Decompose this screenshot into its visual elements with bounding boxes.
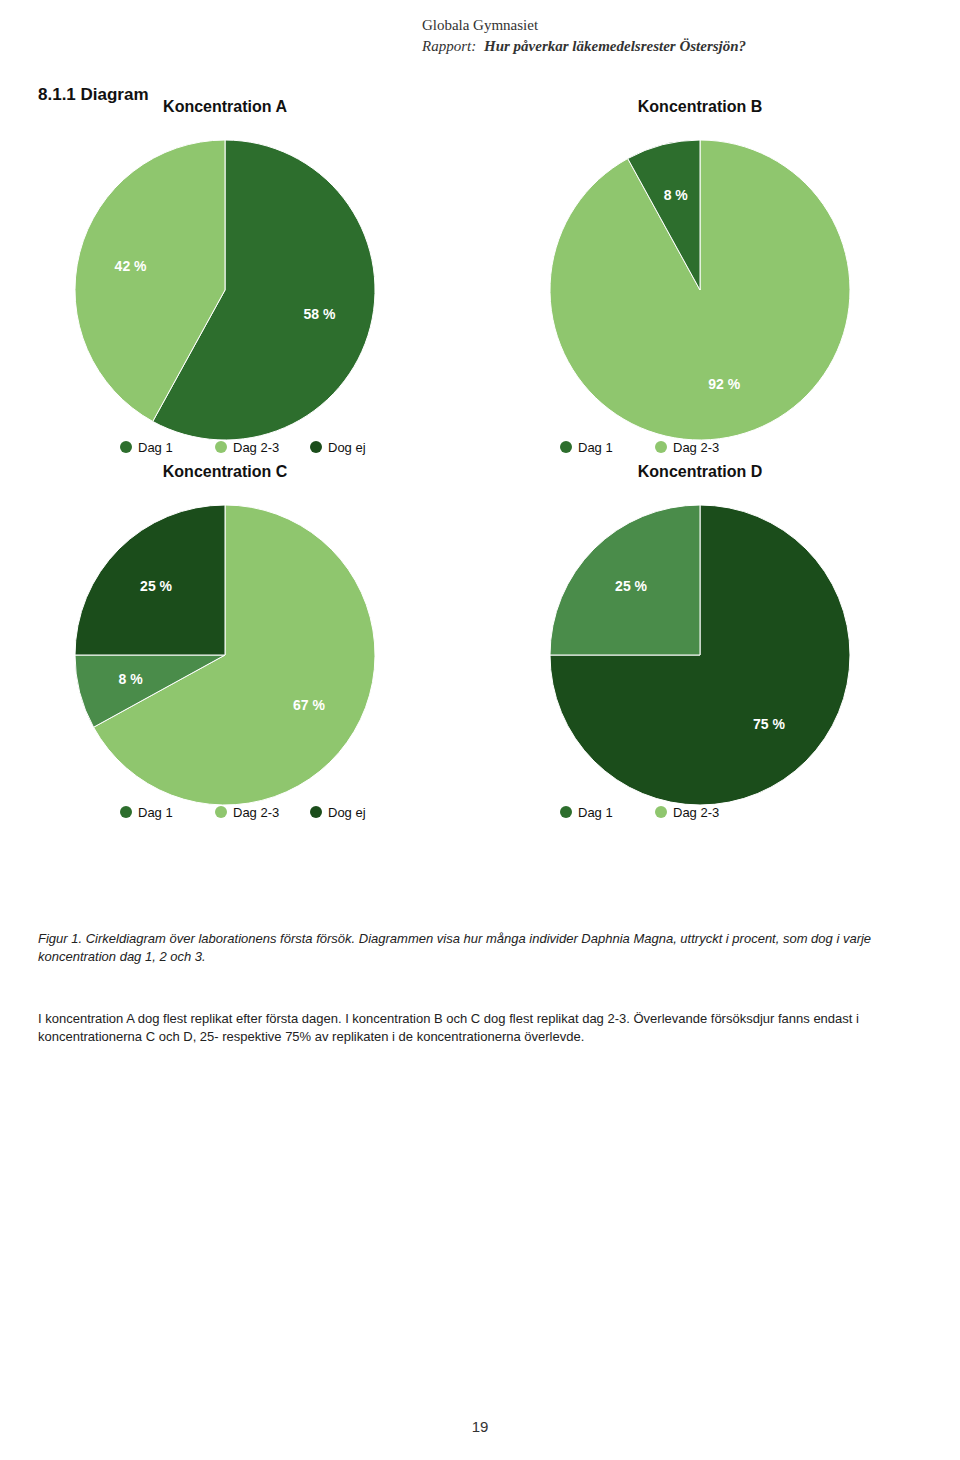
legend-label: Dag 2-3 — [233, 805, 279, 820]
legend-label: Dag 2-3 — [673, 805, 719, 820]
legend-swatch — [655, 806, 667, 818]
chart-title: Koncentration B — [638, 98, 762, 115]
legend-swatch — [655, 441, 667, 453]
slices — [550, 505, 850, 805]
legend-item: Dog ej — [310, 440, 366, 455]
figure-caption: Figur 1. Cirkeldiagram över laborationen… — [38, 930, 922, 966]
legend-item: Dag 2-3 — [215, 440, 279, 455]
section-title: 8.1.1 Diagram — [38, 85, 149, 104]
data-label: 58 % — [303, 306, 335, 322]
legend-swatch — [120, 806, 132, 818]
legend-swatch — [215, 441, 227, 453]
legend-label: Dag 1 — [138, 805, 173, 820]
pie-slice — [75, 140, 225, 421]
pie-slice — [75, 655, 225, 727]
pie-slice — [550, 140, 850, 440]
legend-label: Dag 2-3 — [673, 440, 719, 455]
pie-slice — [628, 140, 700, 290]
data-labels: 67 % 8 % 25 % — [119, 578, 326, 713]
pie-slice — [550, 505, 850, 805]
legend: Dag 1 Dag 2-3 — [560, 805, 719, 820]
legend-swatch — [120, 441, 132, 453]
pie-slice — [550, 505, 700, 655]
data-labels: 75 % 25 % — [615, 578, 785, 732]
data-labels: 92 % 8 % — [664, 187, 741, 392]
legend-swatch — [560, 806, 572, 818]
page: Globala Gymnasiet Rapport: Hur påverkar l… — [0, 0, 960, 1460]
data-label: 67 % — [293, 697, 325, 713]
header-title: Globala Gymnasiet — [422, 17, 539, 33]
legend-item: Dag 2-3 — [655, 440, 719, 455]
legend-swatch — [560, 441, 572, 453]
slices — [75, 505, 375, 805]
legend-swatch — [310, 441, 322, 453]
data-label: 42 % — [115, 258, 147, 274]
pie-chart: Koncentration A 58 % 42 % — [75, 98, 375, 440]
legend-label: Dag 1 — [578, 805, 613, 820]
legend-swatch — [310, 806, 322, 818]
legend: Dag 1 Dag 2-3 Dog ej — [120, 440, 366, 455]
slices — [550, 140, 850, 440]
legend-label: Dag 1 — [578, 440, 613, 455]
legend-label: Dog ej — [328, 805, 366, 820]
data-label: 25 % — [140, 578, 172, 594]
legend-item: Dag 1 — [120, 440, 173, 455]
legend: Dag 1 Dag 2-3 — [560, 440, 719, 455]
data-label: 92 % — [708, 376, 740, 392]
page-number: 19 — [472, 1418, 489, 1435]
legend: Dag 1 Dag 2-3 Dog ej — [120, 805, 366, 820]
pie-chart: Koncentration C 67 % 8 % 25 % — [75, 463, 375, 805]
paragraph: I koncentration A dog flest replikat eft… — [38, 1010, 922, 1046]
legend-label: Dag 1 — [138, 440, 173, 455]
data-label: 8 % — [119, 671, 144, 687]
legend-item: Dag 1 — [120, 805, 173, 820]
legend-item: Dog ej — [310, 805, 366, 820]
header-subtitle: Hur påverkar läkemedelsrester Östersjön? — [483, 38, 746, 54]
legend-item: Dag 2-3 — [655, 805, 719, 820]
legend-swatch — [215, 806, 227, 818]
legend-item: Dag 2-3 — [215, 805, 279, 820]
pie-slice — [75, 505, 225, 655]
pie-chart: Koncentration D 75 % 25 % — [550, 463, 850, 805]
slices — [75, 140, 375, 440]
data-labels: 58 % 42 % — [115, 258, 336, 322]
pie-chart: Koncentration B 92 % 8 % — [550, 98, 850, 440]
data-label: 8 % — [664, 187, 689, 203]
header-subtitle: Rapport: — [421, 38, 480, 54]
legend-item: Dag 1 — [560, 440, 613, 455]
chart-title: Koncentration C — [163, 463, 288, 480]
data-label: 25 % — [615, 578, 647, 594]
chart-title: Koncentration A — [163, 98, 287, 115]
data-label: 75 % — [753, 716, 785, 732]
legend-item: Dag 1 — [560, 805, 613, 820]
legend-label: Dog ej — [328, 440, 366, 455]
chart-title: Koncentration D — [638, 463, 762, 480]
legend-label: Dag 2-3 — [233, 440, 279, 455]
